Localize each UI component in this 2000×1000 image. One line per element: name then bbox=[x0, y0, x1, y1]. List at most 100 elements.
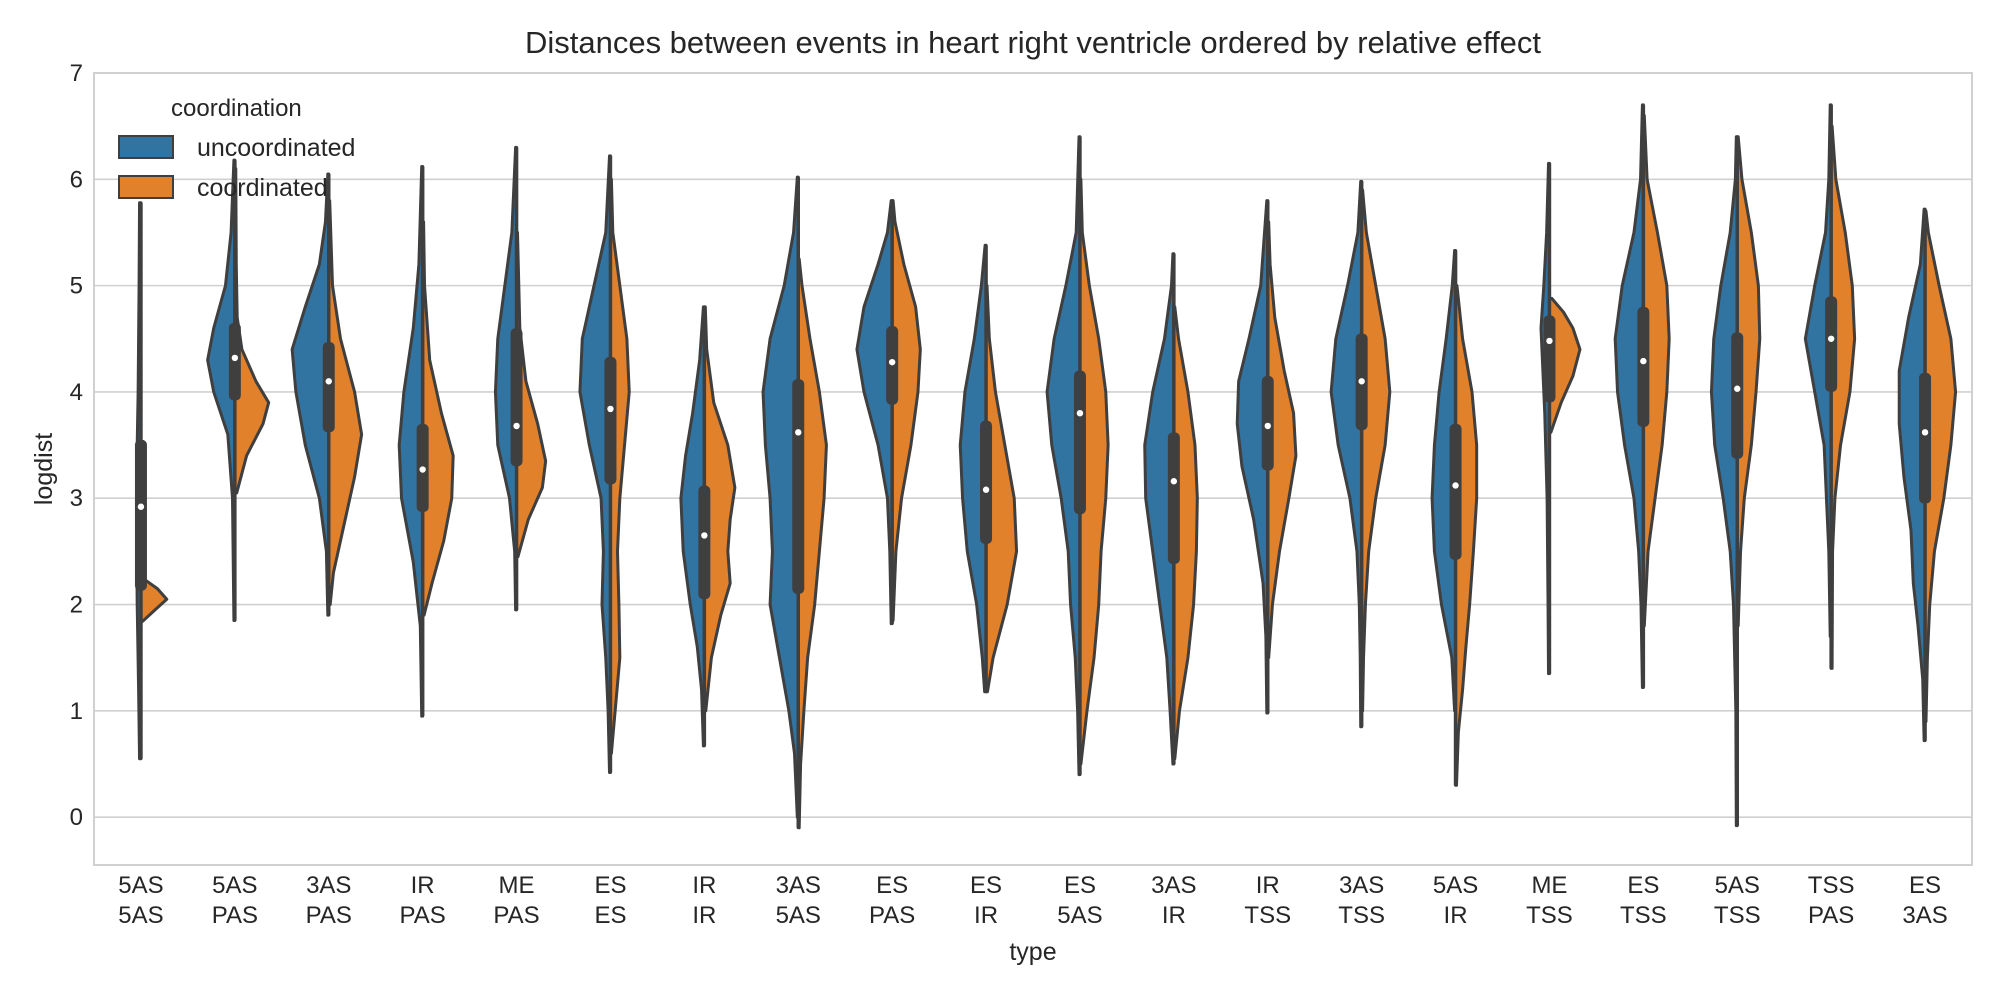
x-tick-label-top: 5AS bbox=[1433, 872, 1478, 899]
violin-half-uncoordinated bbox=[958, 243, 988, 694]
violins bbox=[134, 103, 1958, 830]
y-axis-label: logdist bbox=[30, 433, 58, 505]
median-point bbox=[1921, 429, 1929, 436]
violin-group bbox=[290, 172, 364, 617]
x-tick-label-top: 5AS bbox=[212, 872, 257, 899]
median-point bbox=[1170, 478, 1178, 485]
x-tick-label-top: ME bbox=[1531, 872, 1567, 899]
y-tick-label: 2 bbox=[70, 592, 83, 619]
plot-frame bbox=[93, 72, 1973, 866]
median-point bbox=[982, 486, 990, 493]
x-tick-label-top: IR bbox=[692, 872, 716, 899]
violin-half-uncoordinated bbox=[1235, 199, 1270, 715]
y-tick-label: 5 bbox=[70, 273, 83, 300]
median-point bbox=[1358, 378, 1365, 385]
legend-label-uncoordinated: uncoordinated bbox=[197, 134, 355, 162]
x-tick-label-top: IR bbox=[411, 872, 435, 899]
x-tick-label-top: TSS bbox=[1808, 872, 1855, 899]
x-tick-label-top: ME bbox=[499, 872, 535, 899]
violin-group bbox=[397, 165, 455, 718]
y-tick-label: 6 bbox=[70, 166, 83, 193]
violin-group bbox=[206, 158, 271, 622]
x-tick-label-bottom: TSS bbox=[1244, 902, 1291, 929]
x-tick-label-top: ES bbox=[1064, 872, 1096, 899]
median-point bbox=[607, 405, 614, 413]
iqr-box bbox=[980, 420, 993, 544]
median-point bbox=[1827, 335, 1835, 342]
violin-group bbox=[855, 199, 922, 626]
x-tick-label-bottom: IR bbox=[1162, 902, 1186, 929]
median-point bbox=[1452, 482, 1459, 489]
x-tick-label-bottom: IR bbox=[692, 902, 716, 929]
median-point bbox=[231, 354, 239, 362]
chart-title: Distances between events in heart right … bbox=[525, 25, 1541, 60]
x-tick-label-bottom: TSS bbox=[1526, 902, 1573, 929]
y-tick-labels: 0 1 2 3 4 5 6 7 bbox=[70, 60, 83, 831]
x-tick-label-bottom: PAS bbox=[869, 902, 915, 929]
iqr-box bbox=[1543, 315, 1556, 403]
x-axis-label: type bbox=[1009, 938, 1056, 966]
violin-group bbox=[679, 305, 737, 748]
x-tick-label-top: IR bbox=[1256, 872, 1280, 899]
violin-group bbox=[1143, 252, 1199, 766]
violin-half-uncoordinated bbox=[761, 175, 800, 819]
x-tick-label-top: ES bbox=[1627, 872, 1659, 899]
iqr-box bbox=[134, 439, 147, 591]
violin-group bbox=[1803, 103, 1857, 670]
iqr-box bbox=[792, 379, 805, 594]
violin-group bbox=[1613, 103, 1671, 689]
violin-half-uncoordinated bbox=[290, 172, 331, 617]
x-tick-label-bottom: TSS bbox=[1620, 902, 1667, 929]
violin-group bbox=[1235, 199, 1298, 715]
legend: coordination uncoordinated coordinated bbox=[118, 95, 355, 202]
iqr-box bbox=[1731, 332, 1744, 459]
x-tick-label-top: ES bbox=[1909, 872, 1941, 899]
iqr-box bbox=[228, 322, 241, 401]
median-point bbox=[325, 378, 332, 385]
x-tick-label-top: 3AS bbox=[1339, 872, 1384, 899]
x-tick-label-bottom: PAS bbox=[212, 902, 258, 929]
median-point bbox=[1264, 422, 1271, 430]
y-tick-label: 7 bbox=[70, 60, 83, 87]
legend-swatch-coordinated bbox=[118, 175, 174, 199]
legend-title: coordination bbox=[171, 95, 302, 122]
median-point bbox=[795, 429, 802, 436]
median-point bbox=[888, 358, 896, 366]
legend-label-coordinated: coordinated bbox=[197, 174, 328, 202]
x-tick-label-bottom: 5AS bbox=[1057, 902, 1102, 929]
x-tick-label-bottom: PAS bbox=[400, 902, 446, 929]
violin-group bbox=[134, 201, 169, 761]
x-tick-label-bottom: TSS bbox=[1714, 902, 1761, 929]
iqr-box bbox=[1073, 370, 1086, 515]
median-point bbox=[1640, 357, 1647, 365]
x-tick-label-bottom: TSS bbox=[1338, 902, 1385, 929]
violin-group bbox=[493, 145, 548, 612]
x-tick-labels: 5AS 5AS 5AS PAS 3AS PAS IR PAS ME PAS ES ES IR IR 3AS 5… bbox=[118, 872, 1947, 929]
violin-group bbox=[1045, 135, 1110, 777]
x-tick-label-top: ES bbox=[594, 872, 626, 899]
median-point bbox=[419, 466, 426, 473]
iqr-box bbox=[1637, 306, 1650, 428]
iqr-box bbox=[1449, 423, 1462, 560]
y-tick-label: 3 bbox=[70, 485, 83, 512]
x-tick-label-top: 3AS bbox=[1151, 872, 1196, 899]
x-tick-label-top: 5AS bbox=[1715, 872, 1760, 899]
x-tick-label-bottom: PAS bbox=[1808, 902, 1854, 929]
y-tick-label: 4 bbox=[70, 379, 83, 406]
violin-group bbox=[958, 243, 1019, 694]
iqr-box bbox=[698, 485, 711, 600]
violin-group bbox=[1897, 207, 1958, 743]
median-point bbox=[137, 503, 145, 510]
violin-half-coordinated bbox=[796, 257, 828, 830]
x-tick-label-bottom: IR bbox=[974, 902, 998, 929]
median-point bbox=[513, 422, 520, 430]
x-tick-label-bottom: ES bbox=[594, 902, 626, 929]
violin-group bbox=[1709, 135, 1762, 828]
y-tick-label: 0 bbox=[70, 804, 83, 831]
y-tick-label: 1 bbox=[70, 698, 83, 725]
violin-group bbox=[761, 175, 828, 830]
median-point bbox=[1734, 385, 1741, 392]
violin-group bbox=[1329, 179, 1392, 729]
iqr-box bbox=[1919, 372, 1932, 504]
